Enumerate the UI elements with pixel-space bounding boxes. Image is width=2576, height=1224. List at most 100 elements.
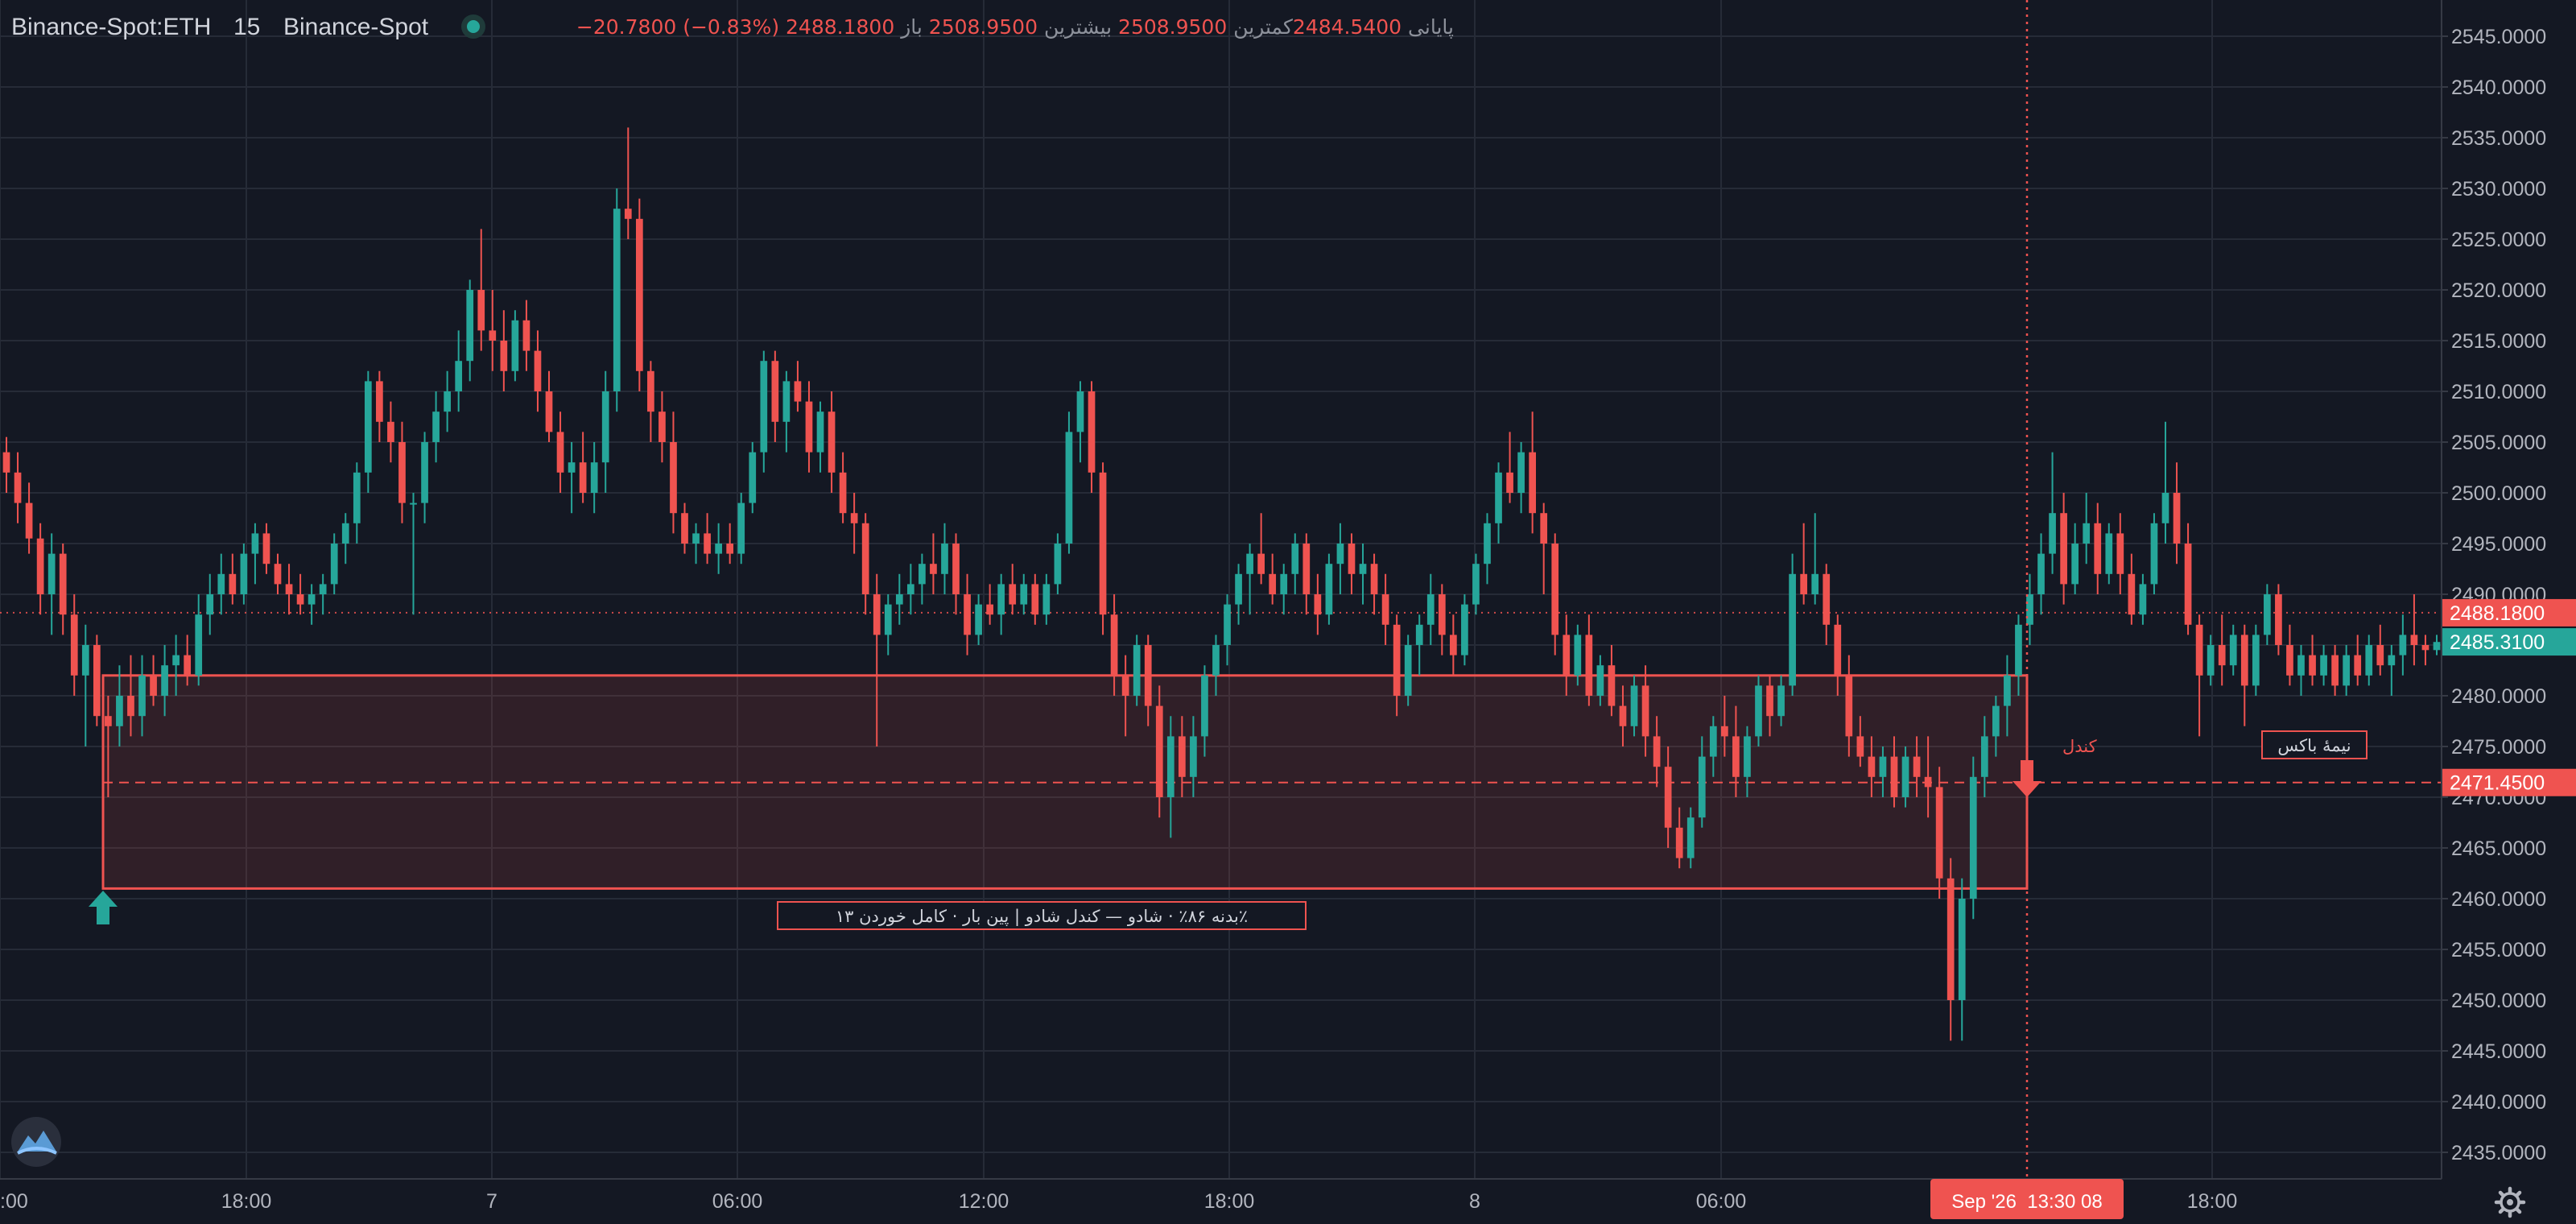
exchange-label: Binance-Spot bbox=[283, 14, 429, 40]
candle bbox=[2116, 513, 2124, 594]
candle-body bbox=[274, 564, 282, 585]
candle-body bbox=[1393, 624, 1401, 696]
candle-body bbox=[2343, 655, 2351, 686]
candle-body bbox=[534, 350, 542, 391]
candle-body bbox=[2004, 675, 2011, 706]
candle bbox=[895, 573, 903, 625]
candle bbox=[262, 523, 270, 574]
candle bbox=[1031, 573, 1039, 625]
candle-body bbox=[2150, 523, 2158, 585]
symbol-name[interactable]: Binance-Spot:ETH bbox=[11, 14, 211, 40]
candle bbox=[2161, 421, 2169, 544]
price-tick-label: 2500.0000 bbox=[2451, 482, 2546, 505]
candle bbox=[601, 370, 609, 493]
time-axis[interactable]: :00 18:00 7 06:00 12:00 18:00 8 06:00 18:00 Sep … bbox=[0, 1178, 2576, 1224]
candle-body bbox=[341, 523, 349, 544]
candle bbox=[1461, 594, 1468, 666]
candle bbox=[410, 493, 417, 615]
candle-body bbox=[1630, 685, 1638, 726]
candle bbox=[217, 553, 225, 615]
price-axis[interactable]: 2545.0000 2540.0000 2535.0000 2530.0000 2525… bbox=[2441, 0, 2576, 1224]
candle bbox=[2173, 462, 2181, 564]
candle-body bbox=[398, 442, 406, 503]
price-tick-label: 2480.0000 bbox=[2451, 685, 2546, 708]
candle-body bbox=[1529, 452, 1537, 514]
candle-body bbox=[47, 553, 56, 594]
candle bbox=[1088, 381, 1096, 493]
candle bbox=[2083, 493, 2091, 564]
half-box-label[interactable]: نیمهٔ باکس bbox=[2261, 730, 2368, 759]
price-tick-label: 2525.0000 bbox=[2451, 229, 2546, 251]
candle bbox=[715, 523, 722, 574]
candle bbox=[1890, 736, 1898, 808]
candle-body bbox=[127, 696, 134, 717]
candle-body bbox=[545, 391, 553, 432]
candle bbox=[364, 370, 372, 493]
candle bbox=[308, 584, 316, 625]
candle-body bbox=[1269, 573, 1277, 594]
candle bbox=[1348, 533, 1356, 594]
candle bbox=[1325, 553, 1333, 625]
candle bbox=[1020, 573, 1028, 615]
candle bbox=[1619, 685, 1627, 746]
candle-body bbox=[93, 645, 101, 717]
price-tick-label: 2475.0000 bbox=[2451, 736, 2546, 759]
candle bbox=[353, 462, 361, 544]
candle bbox=[771, 350, 779, 442]
candle-body bbox=[217, 573, 225, 594]
candle-body bbox=[1076, 391, 1084, 432]
arrow-down-icon[interactable] bbox=[2013, 760, 2041, 797]
candle bbox=[850, 493, 858, 554]
candle bbox=[1224, 594, 1231, 666]
price-tick-label: 2515.0000 bbox=[2451, 330, 2546, 353]
candle bbox=[1415, 614, 1423, 676]
arrow-up-icon[interactable] bbox=[89, 891, 118, 924]
candle-body bbox=[794, 381, 802, 402]
candle bbox=[1789, 553, 1796, 696]
candle-body bbox=[2195, 624, 2203, 676]
candle-body bbox=[364, 381, 372, 473]
candle bbox=[172, 635, 180, 696]
candle bbox=[828, 391, 836, 493]
candle-body bbox=[975, 604, 982, 635]
candle-body bbox=[138, 675, 146, 717]
candle bbox=[150, 655, 157, 706]
candle bbox=[737, 493, 745, 564]
candle bbox=[93, 635, 101, 726]
candle-body bbox=[150, 675, 157, 696]
candle-body bbox=[387, 421, 394, 442]
cloud-logo-icon[interactable] bbox=[11, 1117, 61, 1167]
candle-body bbox=[1179, 736, 1186, 777]
zone-label[interactable]: ۱۳ بدنه ۸۶٪ · شادو — کندل شادو | پین بار… bbox=[777, 901, 1307, 930]
candle-body bbox=[285, 584, 293, 594]
candle bbox=[330, 533, 338, 594]
candle bbox=[1099, 462, 1107, 635]
candle-body bbox=[2275, 594, 2282, 645]
candle bbox=[116, 665, 123, 746]
candle-body bbox=[2161, 493, 2169, 523]
candle-body bbox=[421, 442, 428, 503]
candle bbox=[1110, 594, 1118, 696]
last-price-tag-bg bbox=[2442, 598, 2576, 626]
candle bbox=[556, 411, 564, 493]
candle-body bbox=[1257, 553, 1265, 574]
candle bbox=[466, 279, 474, 382]
candle bbox=[127, 655, 134, 737]
price-tick-label: 2540.0000 bbox=[2451, 76, 2546, 99]
candle bbox=[919, 553, 926, 605]
candle bbox=[2365, 635, 2373, 686]
candle bbox=[511, 310, 519, 382]
candle-body bbox=[1348, 544, 1356, 574]
gear-icon[interactable] bbox=[2494, 1186, 2526, 1218]
shadow-zone[interactable] bbox=[101, 674, 2442, 890]
candle bbox=[1426, 573, 1435, 645]
time-label: 06:00 bbox=[1696, 1190, 1747, 1213]
candle bbox=[1438, 584, 1446, 655]
candle bbox=[1393, 614, 1401, 717]
time-label: 12:00 bbox=[959, 1190, 1009, 1213]
candle bbox=[251, 523, 259, 585]
interval-label[interactable]: 15 bbox=[233, 14, 260, 40]
candle bbox=[964, 573, 971, 655]
candle-body bbox=[1946, 878, 1955, 1000]
